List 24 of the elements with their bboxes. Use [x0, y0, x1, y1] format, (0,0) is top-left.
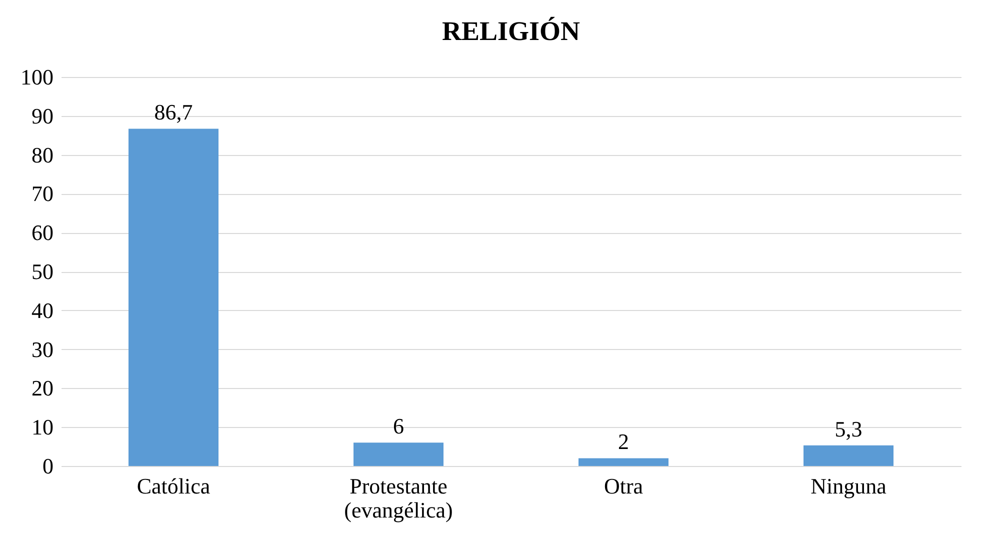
x-tick-label: Protestante (evangélica)	[344, 474, 453, 522]
bar	[128, 128, 218, 466]
bar	[804, 445, 894, 466]
y-tick-label: 20	[32, 376, 54, 401]
x-tick-label: Otra	[604, 474, 644, 498]
data-label: 5,3	[834, 416, 862, 442]
x-tick-label: Ninguna	[810, 474, 887, 498]
data-label: 86,7	[154, 100, 193, 125]
y-tick-label: 50	[32, 259, 54, 284]
y-tick-label: 10	[32, 414, 54, 440]
y-tick-label: 70	[32, 181, 54, 206]
data-label: 2	[618, 429, 629, 454]
data-label: 6	[393, 414, 404, 439]
y-tick-label: 0	[42, 454, 54, 478]
y-tick-label: 80	[32, 142, 54, 168]
bar	[354, 442, 444, 466]
y-tick-label: 100	[20, 64, 54, 90]
x-tick-label: Católica	[136, 474, 210, 498]
y-tick-label: 40	[32, 298, 54, 323]
y-tick-label: 60	[32, 220, 54, 246]
bar	[578, 458, 668, 466]
y-tick-label: 30	[32, 336, 54, 362]
y-tick-label: 90	[32, 103, 54, 128]
chart-title: RELIGIÓN	[442, 16, 581, 46]
